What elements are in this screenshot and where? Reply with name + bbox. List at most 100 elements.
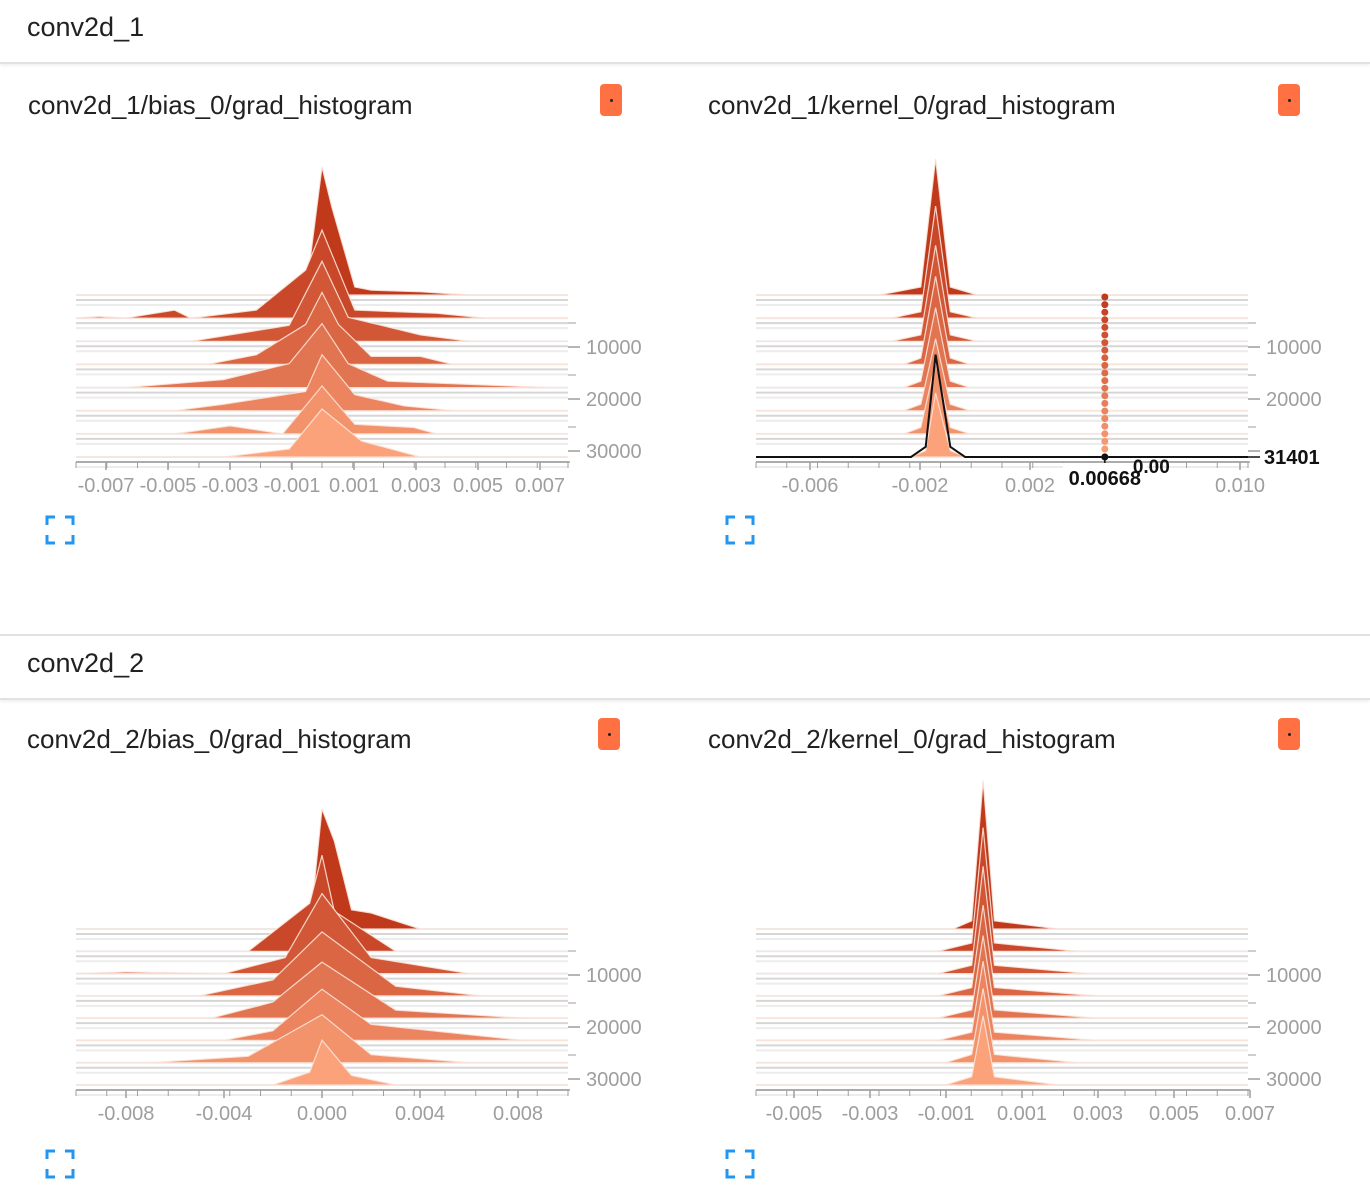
hover-dot xyxy=(1101,361,1109,369)
histogram-ridge xyxy=(76,1039,568,1086)
histogram-ridge xyxy=(76,353,568,412)
x-tick-label: 0.010 xyxy=(1215,475,1265,497)
color-toggle-button[interactable] xyxy=(1278,84,1300,116)
chart-title: conv2d_1/bias_0/grad_histogram xyxy=(28,90,413,120)
x-axis: -0.005 -0.003 -0.001 0.001 0.003 0.005 0.007 xyxy=(755,1089,1275,1125)
histogram-ridge xyxy=(756,307,1248,389)
color-toggle-button[interactable] xyxy=(598,718,620,750)
x-axis: -0.008 -0.004 0.000 0.004 0.008 xyxy=(75,1089,570,1125)
hover-x-label: 0.00668 xyxy=(1069,468,1141,490)
x-tick-label: 0.001 xyxy=(997,1103,1047,1125)
x-tick-label: 0.003 xyxy=(1073,1103,1123,1125)
hover-dot xyxy=(1101,323,1109,331)
y-tick-label: 30000 xyxy=(586,441,642,463)
x-tick-label: 0.004 xyxy=(395,1103,445,1125)
hover-y-bg xyxy=(1260,443,1332,467)
color-toggle-button[interactable] xyxy=(1278,718,1300,750)
histogram-ridge xyxy=(756,392,1248,458)
hover-dot xyxy=(1101,293,1109,301)
hover-dot xyxy=(1101,369,1109,377)
histogram-ridge xyxy=(756,827,1248,952)
x-tick-label: 0.008 xyxy=(493,1103,543,1125)
x-tick-label: -0.001 xyxy=(264,475,321,497)
histogram-ridge xyxy=(756,866,1248,975)
y-tick-label: 30000 xyxy=(1266,1069,1322,1091)
color-toggle-button[interactable] xyxy=(600,84,622,116)
hover-dot xyxy=(1101,354,1109,362)
histogram-ridge xyxy=(756,276,1248,365)
histogram-ridge xyxy=(756,338,1248,412)
series-group xyxy=(756,158,1248,458)
hover-dot xyxy=(1101,316,1109,324)
histogram-ridge xyxy=(756,1015,1248,1086)
histogram-chart[interactable]: -0.008 -0.004 0.000 0.004 0.008 10000 20000 300… xyxy=(0,724,680,1144)
expand-icon[interactable] xyxy=(725,1149,755,1179)
hover-dot xyxy=(1101,437,1109,445)
x-tick-label: 0.000 xyxy=(297,1103,347,1125)
hover-dot xyxy=(1101,392,1109,400)
histogram-chart[interactable]: -0.007 -0.005 -0.003 -0.001 0.001 0.003 0.005 0… xyxy=(0,90,680,510)
hover-dot xyxy=(1101,415,1109,423)
hover-dot xyxy=(1101,346,1109,354)
histogram-ridge xyxy=(756,780,1248,930)
histogram-ridge xyxy=(76,1013,568,1064)
histogram-ridge xyxy=(756,245,1248,342)
x-tick-label: 0.002 xyxy=(1005,475,1055,497)
y-tick-label: 10000 xyxy=(1266,965,1322,987)
expand-icon[interactable] xyxy=(45,515,75,545)
hover-dot xyxy=(1101,308,1109,316)
y-tick-label: 30000 xyxy=(586,1069,642,1091)
section-title: conv2d_1 xyxy=(27,12,145,42)
chart-card: conv2d_2/kernel_0/grad_histogram -0.005-… xyxy=(680,718,1360,1125)
hover-dot xyxy=(1101,301,1109,309)
x-tick-label: -0.006 xyxy=(782,475,839,497)
hover-dot xyxy=(1101,377,1109,385)
chart-title: conv2d_1/kernel_0/grad_histogram xyxy=(708,90,1116,120)
y-tick-label: 20000 xyxy=(586,1017,642,1039)
x-tick-label: 0.001 xyxy=(329,475,379,497)
section-header[interactable]: conv2d_1 xyxy=(0,0,1370,64)
section-title: conv2d_2 xyxy=(27,648,145,678)
histogram-ridge xyxy=(76,408,568,458)
y-tick-label: 10000 xyxy=(586,337,642,359)
hover-dot xyxy=(1101,430,1109,438)
hover-dot xyxy=(1101,399,1109,407)
histogram-ridge xyxy=(756,935,1248,1019)
y-tick-label: 10000 xyxy=(586,965,642,987)
x-tick-label: 0.005 xyxy=(1149,1103,1199,1125)
hover-dot xyxy=(1101,339,1109,347)
hover-dot xyxy=(1101,384,1109,392)
x-axis: -0.007 -0.005 -0.003 -0.001 0.001 0.003 0.005 0… xyxy=(75,461,570,497)
series-group xyxy=(756,780,1248,1086)
hover-dot xyxy=(1101,331,1109,339)
x-tick-label: 0.007 xyxy=(515,475,565,497)
histogram-chart[interactable]: -0.005 -0.003 -0.001 0.001 0.003 0.005 0.007 10… xyxy=(680,724,1360,1144)
x-tick-label: -0.002 xyxy=(892,475,949,497)
hover-count-label: 0.00 xyxy=(1133,457,1170,478)
hover-line xyxy=(756,354,1248,458)
y-tick-label: 10000 xyxy=(1266,337,1322,359)
hover-dot xyxy=(1101,407,1109,415)
x-axis: -0.006 -0.002 0.002 0.010 xyxy=(755,461,1265,497)
x-tick-label: -0.007 xyxy=(78,475,135,497)
expand-icon[interactable] xyxy=(45,1149,75,1179)
x-tick-label: -0.005 xyxy=(766,1103,823,1125)
chart-card: conv2d_1/kernel_0/grad_histogram -0.006-… xyxy=(680,84,1360,497)
x-tick-label: -0.008 xyxy=(98,1103,155,1125)
background-lines xyxy=(756,294,1248,468)
histogram-ridge xyxy=(756,988,1248,1064)
histogram-chart[interactable]: -0.006-0.0020.0020.0101000020000300000.0… xyxy=(680,90,1360,510)
chart-card: conv2d_1/bias_0/grad_histogram -0.007 -0.… xyxy=(0,84,680,497)
section-header[interactable]: conv2d_2 xyxy=(0,634,1370,700)
hover-dot xyxy=(1101,422,1109,430)
histogram-ridge xyxy=(756,206,1248,319)
expand-icon[interactable] xyxy=(725,515,755,545)
x-tick-label: -0.004 xyxy=(196,1103,253,1125)
x-tick-label: 0.003 xyxy=(391,475,441,497)
y-axis: 10000 20000 30000 xyxy=(568,950,642,1091)
hover-dot xyxy=(1101,445,1109,453)
hover-y-label: 31401 xyxy=(1264,447,1320,469)
